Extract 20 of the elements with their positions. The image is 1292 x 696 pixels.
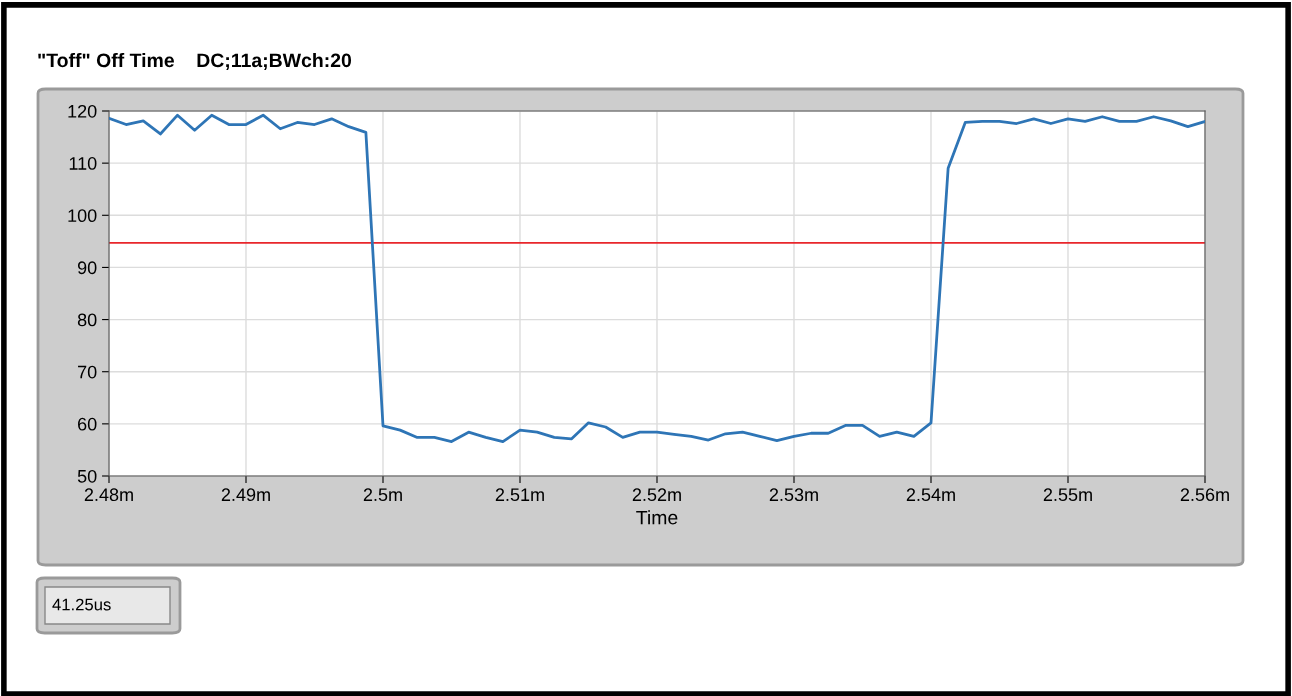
y-tick-label: 90 — [77, 261, 97, 275]
y-tick-label: 120 — [68, 104, 97, 118]
y-tick-label: 60 — [78, 417, 97, 431]
chart-title: "Toff" Off Time DC;11a;BWch:20 — [38, 52, 352, 71]
y-tick-label: 70 — [78, 365, 97, 379]
x-tick-label: 2.51m — [495, 488, 544, 502]
x-tick-label: 2.5m — [363, 488, 402, 502]
y-tick-label: 110 — [69, 157, 97, 170]
x-tick-label: 2.49m — [221, 488, 270, 502]
x-axis-title: Time — [636, 510, 678, 525]
x-tick-label: 2.53m — [769, 488, 818, 502]
y-tick-label: 100 — [68, 209, 97, 223]
x-tick-label: 2.54m — [906, 488, 955, 502]
y-tick-label: 80 — [77, 313, 97, 327]
y-tick-label: 50 — [77, 469, 97, 483]
x-tick-label: 2.48m — [84, 488, 133, 502]
x-tick-label: 2.52m — [632, 488, 681, 502]
x-tick-label: 2.56m — [1180, 488, 1229, 502]
text: 41.25us — [52, 598, 111, 611]
x-tick-label: 2.55m — [1043, 488, 1092, 502]
